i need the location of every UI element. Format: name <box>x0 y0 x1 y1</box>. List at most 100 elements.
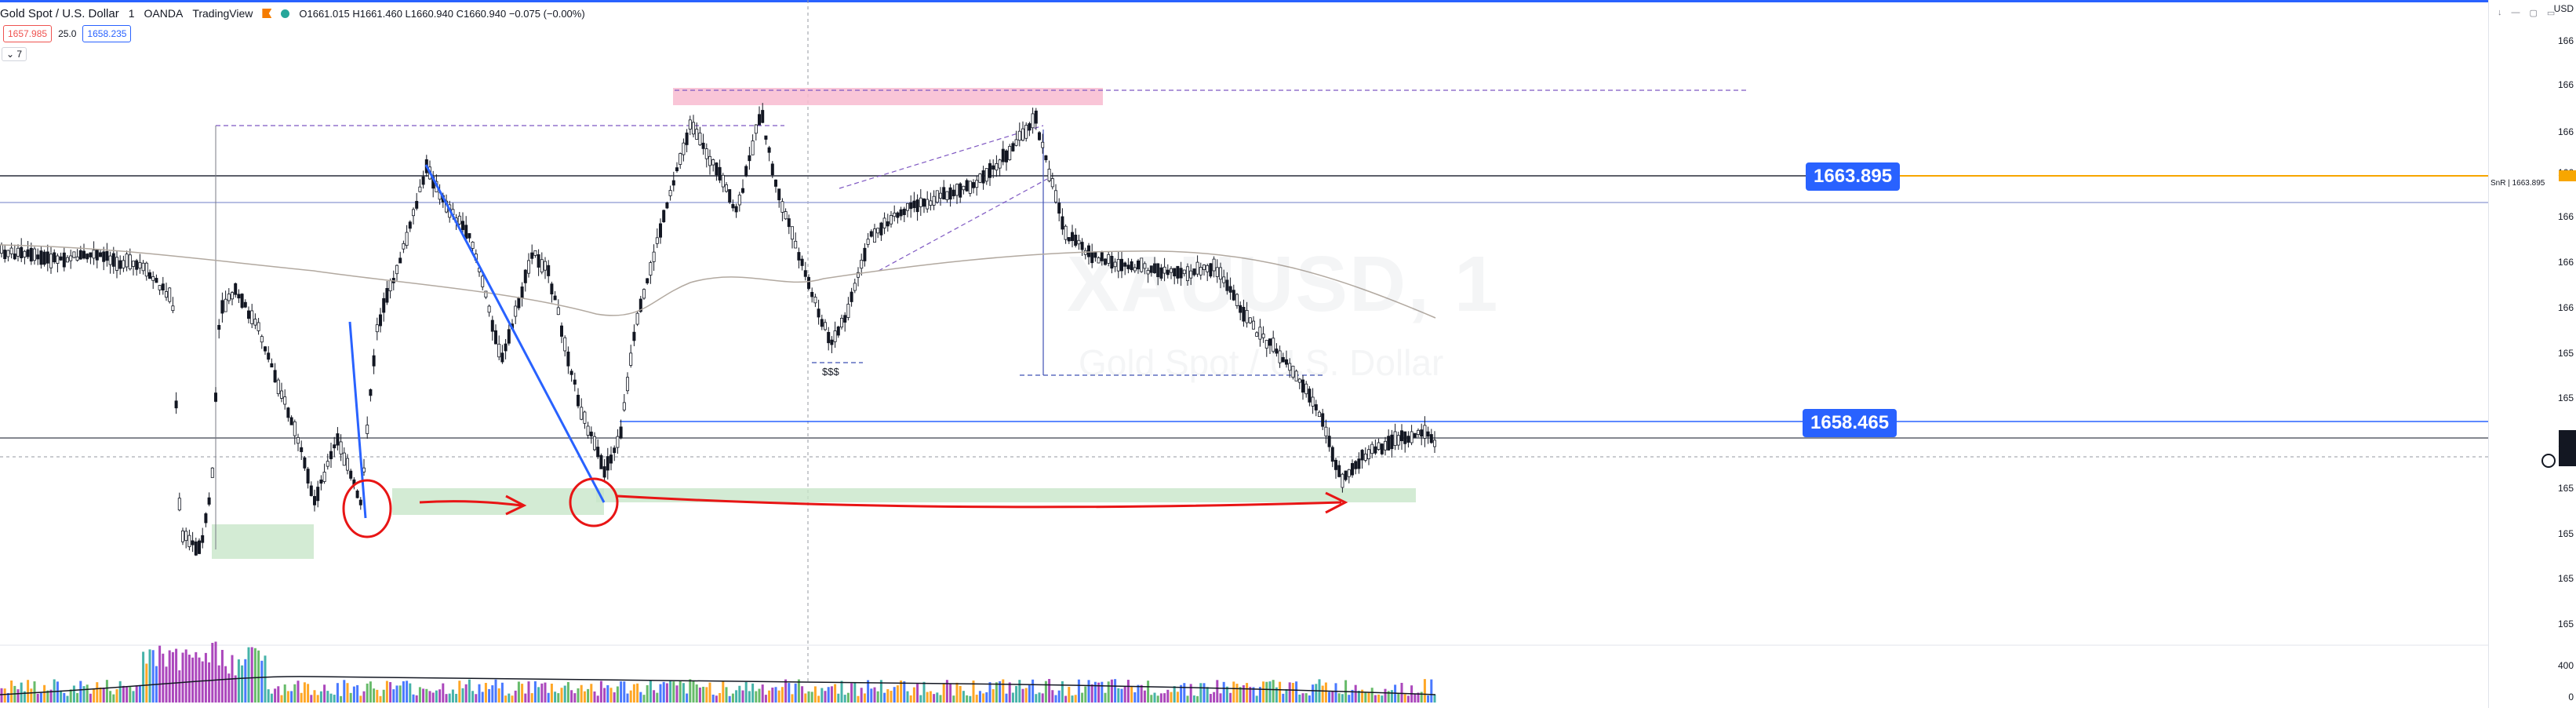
volume-bar <box>985 692 988 703</box>
candle-body <box>780 201 784 213</box>
volume-bar <box>1021 688 1024 703</box>
candle-body <box>748 155 751 162</box>
buy-button[interactable]: 1658.235 <box>82 25 132 42</box>
symbol-name[interactable]: Gold Spot / U.S. Dollar <box>0 6 119 20</box>
volume-bar <box>1024 688 1028 703</box>
volume-bar <box>418 687 421 703</box>
indicators-count: 7 <box>16 49 23 60</box>
volume-bar <box>220 649 224 703</box>
volume-bar <box>679 681 682 703</box>
candle-body <box>1363 453 1367 461</box>
volume-bar <box>978 691 981 703</box>
settings-circle-icon[interactable] <box>2541 454 2556 468</box>
volume-bar <box>1048 679 1051 703</box>
candle-body <box>1318 411 1322 418</box>
candle-body <box>0 244 3 254</box>
volume-bar <box>458 681 461 703</box>
candle-body <box>227 294 231 301</box>
volume-bar <box>1153 692 1156 703</box>
candle-body <box>1212 258 1216 272</box>
candle-body <box>224 298 227 312</box>
candle-body <box>655 237 659 244</box>
volume-bar <box>1114 679 1117 703</box>
volume-bar <box>936 692 939 703</box>
interval-label[interactable]: 1 <box>128 7 135 20</box>
candle-body <box>975 180 979 188</box>
indicators-toggle[interactable]: ⌄ 7 <box>2 47 27 61</box>
price-axis[interactable]: 1661661661661661661661651651651651651651… <box>2488 0 2576 708</box>
volume-bar <box>926 692 929 703</box>
volume-bar <box>1334 683 1337 703</box>
volume-bar <box>1341 694 1344 703</box>
volume-bar <box>995 682 998 703</box>
volume-bar <box>1420 692 1423 703</box>
flag-icon[interactable] <box>262 9 272 18</box>
volume-bars-group <box>0 641 1436 703</box>
volume-bar <box>1126 680 1130 703</box>
volume-bar <box>1199 683 1202 703</box>
volume-bar <box>208 662 211 703</box>
candle-body <box>922 198 926 207</box>
price-tick: 166 <box>2557 302 2574 313</box>
volume-bar <box>313 690 316 703</box>
volume-bar <box>1071 695 1074 703</box>
axis-settings-icon[interactable]: ▭ <box>2546 9 2556 18</box>
candle-body <box>544 261 548 271</box>
candle-body <box>813 297 817 304</box>
volume-bar <box>1005 693 1008 703</box>
candle-body <box>257 322 260 331</box>
sell-button[interactable]: 1657.985 <box>3 25 53 42</box>
support-level-label[interactable]: 1658.465 <box>1803 409 1897 437</box>
axis-maximize-icon[interactable]: ▢ <box>2529 9 2538 18</box>
candle-body <box>1113 261 1117 268</box>
candle-body <box>184 531 188 542</box>
volume-bar <box>649 680 652 703</box>
volume-bar <box>820 688 824 703</box>
candle-body <box>230 292 234 300</box>
volume-bar <box>244 659 247 703</box>
resistance-level-label[interactable]: 1663.895 <box>1806 162 1901 191</box>
candle-body <box>1097 257 1101 264</box>
volume-bar <box>1097 682 1101 703</box>
axis-arrow-icon[interactable]: ↓ <box>2498 8 2502 17</box>
volume-bar <box>398 685 402 703</box>
volume-bar <box>893 687 896 703</box>
candle-body <box>500 352 504 363</box>
volume-bar <box>250 647 253 703</box>
candle-body <box>66 257 70 263</box>
volume-bar <box>966 695 969 703</box>
volume-bar <box>860 688 863 703</box>
candle-body <box>820 319 824 327</box>
volume-bar <box>1090 684 1093 703</box>
volume-bar <box>69 689 72 703</box>
candle-body <box>174 400 178 409</box>
candle-body <box>283 396 287 405</box>
volume-bar <box>1265 681 1268 703</box>
candle-body <box>1080 242 1084 250</box>
volume-bar <box>1255 695 1258 703</box>
candle-body <box>372 355 376 367</box>
volume-bar <box>988 682 991 703</box>
candle-body <box>122 260 126 268</box>
candle-body <box>744 166 748 177</box>
candle-body <box>836 327 840 336</box>
candle-body <box>23 250 27 257</box>
volume-bar <box>879 680 882 703</box>
candle-body <box>1354 461 1358 469</box>
channel-lower <box>878 178 1048 272</box>
candle-body <box>1387 436 1391 451</box>
volume-bar <box>1301 693 1304 703</box>
axis-minimize-icon[interactable]: — <box>2511 8 2520 17</box>
candle-body <box>1170 268 1173 273</box>
volume-bar <box>109 691 112 703</box>
volume-bar <box>349 692 352 703</box>
candle-body <box>421 176 425 185</box>
candle-body <box>1420 429 1424 437</box>
volume-bar <box>517 681 520 703</box>
candle-body <box>151 276 155 281</box>
candle-body <box>72 251 76 258</box>
candle-body <box>791 226 795 240</box>
candle-body <box>1304 383 1308 395</box>
